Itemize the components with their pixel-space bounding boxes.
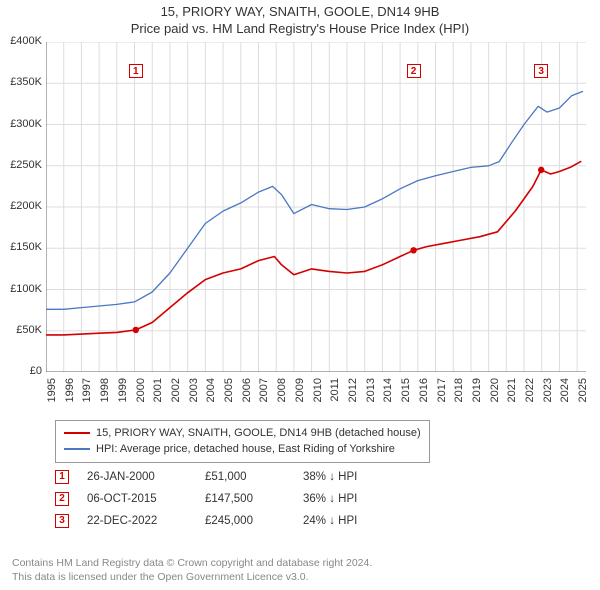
y-tick-label: £250K xyxy=(0,159,42,171)
x-tick-label: 2004 xyxy=(205,378,217,408)
tx-diff-3: 24% ↓ HPI xyxy=(303,515,393,527)
y-tick-label: £0 xyxy=(0,365,42,377)
y-tick-label: £300K xyxy=(0,118,42,130)
y-tick-label: £200K xyxy=(0,200,42,212)
tx-diff-2: 36% ↓ HPI xyxy=(303,493,393,505)
x-tick-label: 1995 xyxy=(46,378,58,408)
chart-title-line1: 15, PRIORY WAY, SNAITH, GOOLE, DN14 9HB xyxy=(0,4,600,19)
tx-diff-1: 38% ↓ HPI xyxy=(303,471,393,483)
tx-price-1: £51,000 xyxy=(205,471,285,483)
plot-tx-marker: 3 xyxy=(534,64,548,78)
x-tick-label: 2013 xyxy=(365,378,377,408)
x-tick-label: 2001 xyxy=(152,378,164,408)
tx-date-2: 06-OCT-2015 xyxy=(87,493,187,505)
legend-entry-hpi: HPI: Average price, detached house, East… xyxy=(64,441,421,457)
x-tick-label: 1998 xyxy=(99,378,111,408)
x-tick-label: 2000 xyxy=(135,378,147,408)
legend-swatch-hpi xyxy=(64,448,90,450)
transactions-table: 1 26-JAN-2000 £51,000 38% ↓ HPI 2 06-OCT… xyxy=(55,466,393,532)
x-tick-label: 2023 xyxy=(542,378,554,408)
tx-price-2: £147,500 xyxy=(205,493,285,505)
x-tick-label: 1999 xyxy=(117,378,129,408)
x-tick-label: 2011 xyxy=(329,378,341,408)
x-tick-label: 2014 xyxy=(382,378,394,408)
legend-label-property: 15, PRIORY WAY, SNAITH, GOOLE, DN14 9HB … xyxy=(96,427,421,439)
x-tick-label: 2012 xyxy=(347,378,359,408)
x-tick-label: 2024 xyxy=(559,378,571,408)
attribution-line2: This data is licensed under the Open Gov… xyxy=(12,570,588,584)
table-row: 2 06-OCT-2015 £147,500 36% ↓ HPI xyxy=(55,488,393,510)
x-tick-label: 2003 xyxy=(188,378,200,408)
chart-titles: 15, PRIORY WAY, SNAITH, GOOLE, DN14 9HB … xyxy=(0,4,600,36)
chart-container: 15, PRIORY WAY, SNAITH, GOOLE, DN14 9HB … xyxy=(0,0,600,590)
plot-area xyxy=(46,42,586,372)
x-tick-label: 2016 xyxy=(418,378,430,408)
y-tick-label: £50K xyxy=(0,324,42,336)
legend-entry-property: 15, PRIORY WAY, SNAITH, GOOLE, DN14 9HB … xyxy=(64,425,421,441)
table-row: 1 26-JAN-2000 £51,000 38% ↓ HPI xyxy=(55,466,393,488)
x-tick-label: 2008 xyxy=(276,378,288,408)
attribution-text: Contains HM Land Registry data © Crown c… xyxy=(12,556,588,584)
tx-date-3: 22-DEC-2022 xyxy=(87,515,187,527)
chart-title-line2: Price paid vs. HM Land Registry's House … xyxy=(0,21,600,36)
legend-box: 15, PRIORY WAY, SNAITH, GOOLE, DN14 9HB … xyxy=(55,420,430,463)
x-tick-label: 2015 xyxy=(400,378,412,408)
x-tick-label: 2025 xyxy=(577,378,589,408)
legend-label-hpi: HPI: Average price, detached house, East… xyxy=(96,443,395,455)
tx-marker-3: 3 xyxy=(55,514,69,528)
plot-tx-marker: 1 xyxy=(129,64,143,78)
x-tick-label: 2005 xyxy=(223,378,235,408)
x-tick-label: 2020 xyxy=(489,378,501,408)
x-tick-label: 1996 xyxy=(64,378,76,408)
tx-price-3: £245,000 xyxy=(205,515,285,527)
tx-marker-1: 1 xyxy=(55,470,69,484)
y-tick-label: £350K xyxy=(0,76,42,88)
x-tick-label: 2007 xyxy=(258,378,270,408)
x-tick-label: 2018 xyxy=(453,378,465,408)
x-tick-label: 2022 xyxy=(524,378,536,408)
y-tick-label: £400K xyxy=(0,35,42,47)
x-tick-label: 2010 xyxy=(312,378,324,408)
x-tick-label: 2009 xyxy=(294,378,306,408)
tx-marker-2: 2 xyxy=(55,492,69,506)
plot-svg xyxy=(46,42,586,372)
attribution-line1: Contains HM Land Registry data © Crown c… xyxy=(12,556,588,570)
x-tick-label: 2002 xyxy=(170,378,182,408)
plot-tx-marker: 2 xyxy=(407,64,421,78)
x-tick-label: 2019 xyxy=(471,378,483,408)
legend-swatch-property xyxy=(64,432,90,434)
x-tick-label: 2021 xyxy=(506,378,518,408)
y-tick-label: £150K xyxy=(0,241,42,253)
y-tick-label: £100K xyxy=(0,283,42,295)
x-tick-label: 2006 xyxy=(241,378,253,408)
tx-date-1: 26-JAN-2000 xyxy=(87,471,187,483)
x-tick-label: 1997 xyxy=(81,378,93,408)
table-row: 3 22-DEC-2022 £245,000 24% ↓ HPI xyxy=(55,510,393,532)
x-tick-label: 2017 xyxy=(436,378,448,408)
